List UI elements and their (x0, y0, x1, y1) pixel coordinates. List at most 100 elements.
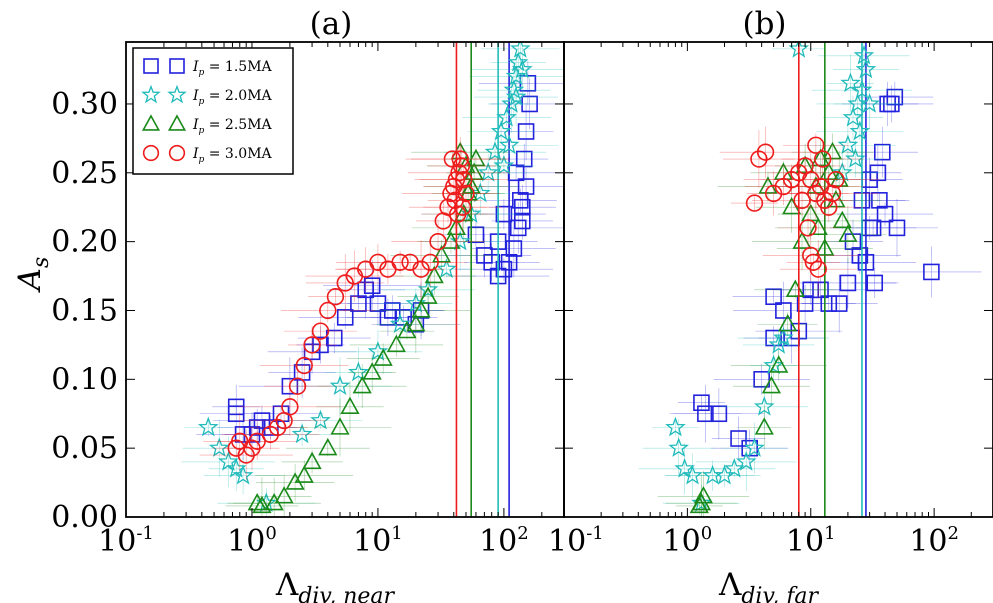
data-point (500, 253, 518, 271)
x-axis-label-sub: div, far (741, 584, 819, 603)
x-tick-label: 100 (227, 523, 277, 559)
data-point (845, 148, 866, 168)
data-point (509, 42, 531, 58)
data-point (336, 309, 354, 326)
y-tick-label: 0.30 (51, 87, 118, 122)
data-point (319, 301, 337, 320)
series-3 (199, 42, 511, 517)
data-point (467, 226, 485, 244)
x-tick-label: 102 (909, 523, 959, 559)
data-point (303, 336, 321, 354)
data-point (227, 405, 245, 423)
x-tick-base: 10 (227, 524, 265, 559)
data-point (477, 161, 499, 182)
panel-b: 10-1 100 101 102(b)Λdiv, far (548, 6, 993, 603)
legend-label: Ip = 3.0MA (192, 146, 273, 165)
data-point (247, 492, 267, 511)
data-point (495, 205, 513, 223)
legend-label-main: I (192, 88, 199, 104)
data-point (431, 245, 452, 263)
data-point (517, 123, 535, 140)
data-point (773, 327, 794, 347)
data-point (232, 464, 254, 485)
legend-label-sub: p (199, 68, 205, 78)
data-point (730, 430, 747, 447)
data-point (514, 212, 531, 230)
data-point (753, 371, 770, 388)
data-point (424, 265, 444, 284)
data-point (367, 340, 389, 361)
y-tick-label: 0.00 (51, 500, 118, 535)
data-point (452, 157, 471, 175)
data-point (490, 120, 512, 141)
data-point (693, 486, 714, 504)
data-point (310, 409, 331, 430)
data-point (754, 417, 774, 435)
data-point (197, 416, 219, 437)
legend-entry: Ip = 2.5MA (141, 114, 273, 136)
legend-label-rest: = 2.5MA (204, 117, 272, 133)
data-point (807, 136, 825, 154)
panel-title: (a) (310, 6, 353, 42)
data-point (269, 418, 287, 437)
x-axis-label-main: Λ (275, 567, 299, 603)
data-point (498, 134, 520, 155)
legend-entry: Ip = 3.0MA (142, 144, 273, 165)
data-point (691, 492, 712, 513)
data-point (443, 150, 462, 168)
data-point (830, 295, 848, 312)
x-tick-exp: -1 (586, 523, 604, 544)
y-tick-label: 0.05 (51, 431, 118, 466)
legend-marker (143, 58, 159, 74)
legend-label-sub: p (199, 97, 205, 107)
data-point (281, 398, 299, 416)
legend-label-main: I (192, 146, 199, 162)
series-1 (638, 42, 913, 517)
data-point (823, 184, 842, 203)
legend-label-sub: p (199, 155, 205, 165)
data-point (710, 405, 728, 423)
data-point (330, 417, 350, 435)
data-point (765, 288, 782, 306)
data-point (714, 464, 735, 485)
data-point (745, 194, 764, 212)
data-point (421, 253, 439, 271)
legend-label: Ip = 2.0MA (192, 88, 273, 107)
legend-marker (167, 114, 187, 131)
data-point (820, 198, 838, 216)
x-tick-base: 10 (479, 524, 517, 559)
legend-label: Ip = 1.5MA (192, 59, 273, 78)
data-point (281, 377, 299, 395)
data-point (262, 419, 279, 436)
data-point (853, 44, 875, 65)
data-point (814, 150, 832, 168)
legend-label-sub: p (199, 126, 205, 136)
plot-area (638, 42, 982, 517)
data-point (876, 205, 894, 223)
x-tick-exp: 2 (948, 523, 959, 544)
data-point (363, 277, 381, 294)
data-point (873, 143, 891, 161)
data-point (453, 198, 472, 216)
data-point (417, 278, 439, 299)
panel-title: (b) (742, 6, 786, 42)
data-point (815, 238, 835, 256)
x-tick-label: 10-1 (548, 523, 604, 559)
data-point (340, 396, 360, 415)
data-point (501, 93, 522, 113)
data-point (252, 495, 272, 514)
legend-marker (141, 114, 161, 131)
data-point (455, 171, 473, 189)
x-tick-exp: 2 (517, 523, 528, 544)
data-point (802, 246, 820, 265)
data-point (373, 348, 393, 366)
data-point (768, 334, 790, 354)
legend-label-rest: = 3.0MA (204, 146, 272, 162)
x-tick-label: 100 (663, 523, 713, 559)
axes-frame (563, 41, 993, 518)
data-point (352, 375, 372, 394)
x-tick-base: 10 (663, 524, 701, 559)
data-point (248, 432, 266, 450)
data-point (723, 457, 745, 478)
